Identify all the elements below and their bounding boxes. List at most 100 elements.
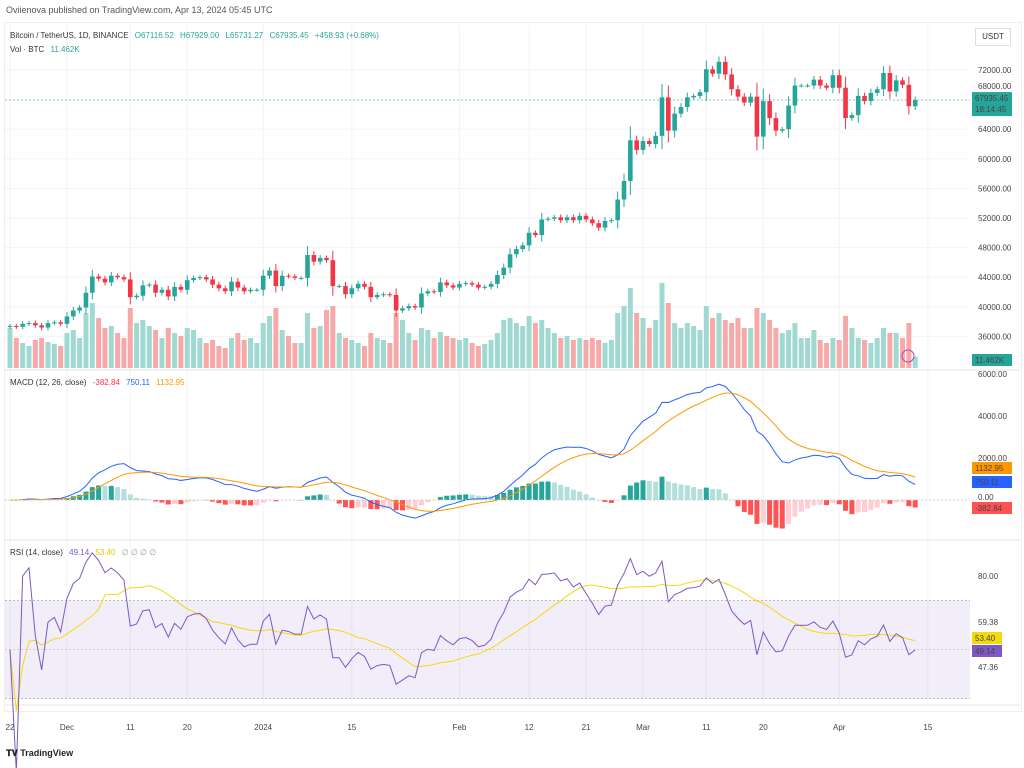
volume-bar — [134, 323, 140, 368]
macd-histogram-bar — [393, 500, 399, 511]
macd-histogram-bar — [89, 487, 95, 500]
macd-histogram-bar — [210, 500, 216, 502]
price-axis-label: 36000.00 — [978, 332, 1012, 341]
lightning-icon — [901, 349, 915, 363]
macd-histogram-bar — [368, 500, 374, 510]
candle-body — [501, 267, 507, 275]
volume-bar — [513, 323, 519, 368]
candle-body — [558, 217, 564, 221]
volume-bar — [627, 288, 633, 368]
macd-histogram-bar — [779, 500, 785, 529]
rsi-value: 49.14 — [69, 548, 90, 557]
macd-histogram-bar — [786, 500, 792, 524]
chart-frame[interactable] — [4, 22, 1022, 712]
volume-bar — [444, 336, 450, 368]
macd-histogram-bar — [735, 500, 741, 507]
volume-bar — [450, 338, 456, 368]
volume-bar — [254, 343, 260, 368]
macd-histogram-bar — [697, 489, 703, 500]
candle-body — [912, 100, 918, 107]
macd-histogram-bar — [77, 494, 83, 500]
volume-bar — [191, 330, 197, 368]
volume-bar — [216, 346, 222, 368]
volume-bar — [545, 328, 551, 368]
volume-bar — [615, 313, 621, 368]
time-axis-label: 20 — [759, 723, 768, 732]
candle-body — [248, 289, 253, 292]
macd-histogram-bar — [545, 481, 551, 500]
volume-bar — [20, 343, 26, 368]
macd-histogram-bar — [330, 500, 336, 501]
candle-body — [900, 80, 905, 85]
candle-body — [457, 283, 462, 288]
volume-bar — [305, 313, 311, 368]
candle-body — [121, 277, 127, 280]
candle-body — [355, 283, 361, 289]
rsi-ma-tag-text: 53.40 — [975, 634, 996, 643]
volume-bar — [874, 338, 880, 368]
macd-histogram-bar — [241, 500, 247, 506]
candle-body — [564, 217, 570, 221]
macd-histogram-bar — [349, 500, 355, 509]
volume-bar — [165, 328, 171, 368]
candle-body — [672, 113, 677, 131]
volume-bar — [646, 328, 652, 368]
candle-body — [89, 276, 95, 293]
volume-bar — [843, 316, 849, 368]
macd-histogram-bar — [754, 500, 760, 524]
volume-bar — [697, 330, 703, 368]
volume-bar — [77, 338, 83, 368]
volume-bar — [70, 330, 76, 368]
volume-bar — [621, 306, 627, 368]
candle-body — [798, 85, 804, 87]
macd-histogram-bar — [589, 497, 595, 500]
volume-bar — [267, 316, 273, 368]
volume-bar — [58, 346, 64, 368]
macd-histogram-bar — [640, 480, 646, 500]
macd-histogram-bar — [659, 476, 665, 500]
macd-histogram-bar — [216, 500, 222, 504]
candle-body — [96, 276, 101, 279]
volume-bar — [570, 340, 576, 368]
volume-tag — [972, 354, 1012, 366]
macd-histogram-bar — [324, 494, 329, 500]
volume-bar — [792, 323, 798, 368]
volume-bar — [805, 338, 811, 368]
macd-histogram-bar — [912, 500, 918, 508]
macd-histogram-bar — [792, 500, 798, 517]
candle-body — [469, 283, 475, 285]
tradingview-logo[interactable]: 𝐓𝐕 TradingView — [6, 748, 73, 759]
volume-bar — [184, 328, 190, 368]
currency-selector[interactable]: USDT — [975, 28, 1011, 46]
volume-bar — [393, 313, 399, 368]
volume-bar — [893, 333, 899, 368]
macd-histogram-bar — [456, 494, 462, 500]
volume-bar — [684, 323, 690, 368]
volume-bar — [324, 310, 329, 368]
candle-body — [368, 286, 374, 298]
macd-histogram-bar — [627, 485, 633, 500]
candle-body — [792, 85, 798, 106]
volume-bar — [96, 318, 102, 368]
candle-body — [691, 95, 696, 98]
candle-body — [577, 215, 582, 221]
volume-bar — [248, 338, 254, 368]
macd-histogram-bar — [817, 500, 823, 505]
candle-body — [83, 292, 89, 308]
macd-axis-label: 2000.00 — [978, 454, 1007, 463]
macd-histogram-bar — [805, 500, 811, 509]
candle-body — [849, 115, 855, 119]
macd-histogram-bar — [824, 500, 830, 505]
volume-bar — [760, 313, 766, 368]
candle-body — [286, 275, 291, 277]
volume-bar — [203, 343, 209, 368]
countdown-value: 18:14:45 — [975, 105, 1007, 114]
macd-histogram-bar — [868, 500, 874, 510]
candle-body — [704, 69, 709, 93]
volume-bar — [830, 338, 836, 368]
candle-body — [615, 199, 620, 221]
volume-bar — [577, 338, 583, 368]
ohlc-close: C67935.45 — [269, 31, 309, 40]
volume-bar — [368, 333, 374, 368]
